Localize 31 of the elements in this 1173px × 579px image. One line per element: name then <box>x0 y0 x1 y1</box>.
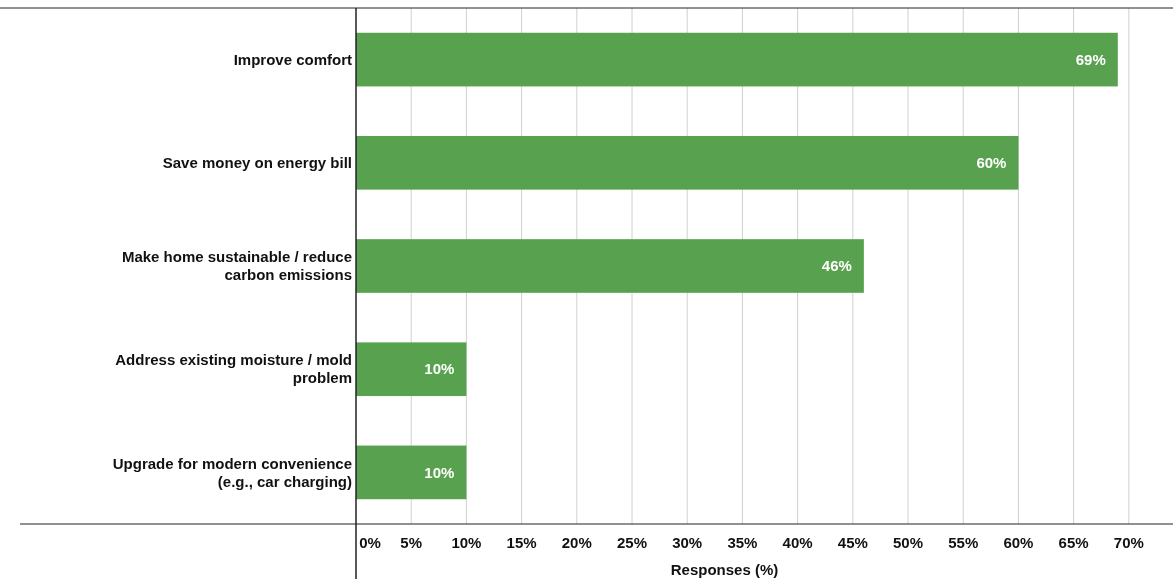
x-tick-label: 20% <box>561 534 592 551</box>
x-tick-label: 60% <box>1003 534 1034 551</box>
y-tick-label: Address existing moisture / mold problem <box>115 351 352 387</box>
bar <box>356 342 467 397</box>
x-tick-label: 50% <box>893 534 924 551</box>
x-tick-label: 65% <box>1058 534 1089 551</box>
bar <box>356 239 864 293</box>
x-tick-label: 70% <box>1113 534 1144 551</box>
bar <box>356 445 467 500</box>
y-tick-label: Improve comfort <box>233 50 352 68</box>
x-tick-label: 40% <box>782 534 813 551</box>
x-tick-label: 5% <box>400 534 423 551</box>
x-tick-label: 35% <box>727 534 758 551</box>
data-label: 10% <box>424 463 455 481</box>
data-label: 46% <box>821 257 852 275</box>
data-label: 60% <box>976 154 1007 172</box>
x-tick-label: 55% <box>948 534 979 551</box>
x-tick-label: 0% <box>359 534 381 551</box>
y-tick-label: Save money on energy bill <box>162 154 352 172</box>
y-tick-label: Upgrade for modern convenience (e.g., car charging) <box>112 454 352 490</box>
bar <box>356 32 1118 87</box>
y-tick-label: Make home sustainable / reduce carbon emissions <box>121 248 352 284</box>
x-tick-label: 30% <box>672 534 703 551</box>
x-tick-label: 10% <box>451 534 482 551</box>
x-tick-label: 45% <box>837 534 868 551</box>
x-tick-label: 25% <box>617 534 648 551</box>
x-axis-title: Responses (%) <box>670 561 779 578</box>
bar <box>356 135 1019 190</box>
x-tick-label: 15% <box>506 534 537 551</box>
data-label: 69% <box>1075 50 1106 68</box>
data-label: 10% <box>424 360 455 378</box>
